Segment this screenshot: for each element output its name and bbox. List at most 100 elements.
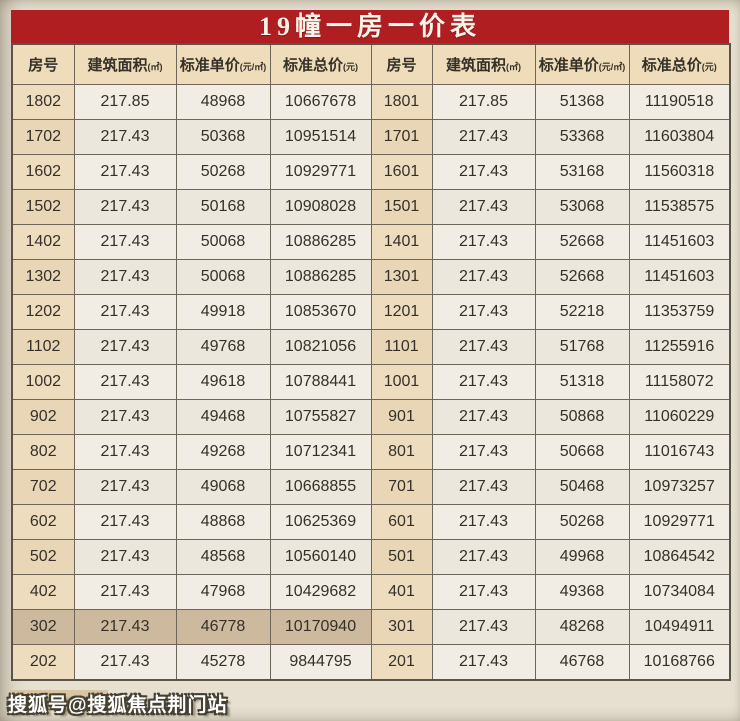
room-number-cell: 802 (11, 434, 75, 470)
header-cell: 房号 (11, 43, 75, 85)
value-cell: 217.43 (73, 574, 177, 610)
value-cell: 46778 (175, 609, 271, 645)
value-cell: 50268 (175, 154, 271, 190)
price-table: 房号 建筑面积(㎡) 标准单价(元/㎡) 标准总价(元) 房号 建筑面积(㎡) 标准单价(元… (11, 43, 731, 681)
value-cell: 48568 (175, 539, 271, 575)
value-cell: 217.43 (73, 399, 177, 435)
value-cell: 11353759 (628, 294, 731, 330)
header-cell: 标准单价(元/㎡) (175, 43, 271, 85)
value-cell: 217.43 (73, 364, 177, 400)
value-cell: 50168 (175, 189, 271, 225)
value-cell: 48868 (175, 504, 271, 540)
value-cell: 217.85 (431, 84, 536, 120)
value-cell: 217.43 (73, 119, 177, 155)
header-label: 标准总价 (282, 57, 343, 74)
table-row: 1702 217.43 50368 10951514 1701 217.43 53368 11… (11, 119, 731, 155)
value-cell: 48268 (534, 609, 630, 645)
header-cell: 标准总价(元) (628, 43, 731, 85)
value-cell: 47968 (175, 574, 271, 610)
title-banner: 19幢一房一价表 (11, 10, 729, 43)
value-cell: 217.43 (431, 154, 536, 190)
value-cell: 217.43 (431, 469, 536, 505)
value-cell: 10951514 (269, 119, 372, 155)
value-cell: 10494911 (628, 609, 731, 645)
value-cell: 50868 (534, 399, 630, 435)
value-cell: 217.43 (431, 329, 536, 365)
header-cell: 标准单价(元/㎡) (534, 43, 630, 85)
header-unit: (㎡) (506, 62, 521, 72)
header-label: 标准单价 (538, 57, 599, 74)
value-cell: 11560318 (628, 154, 731, 190)
table-row: 402 217.43 47968 10429682 401 217.43 49368 1073… (11, 574, 731, 610)
room-number-cell: 902 (11, 399, 75, 435)
value-cell: 53368 (534, 119, 630, 155)
value-cell: 10929771 (269, 154, 372, 190)
header-cell: 房号 (370, 43, 433, 85)
value-cell: 217.43 (73, 434, 177, 470)
value-cell: 10886285 (269, 224, 372, 260)
room-number-cell: 1002 (11, 364, 75, 400)
value-cell: 52218 (534, 294, 630, 330)
room-number-cell: 1402 (11, 224, 75, 260)
room-number-cell: 1202 (11, 294, 75, 330)
room-number-cell: 901 (370, 399, 433, 435)
value-cell: 217.43 (431, 609, 536, 645)
value-cell: 10973257 (628, 469, 731, 505)
value-cell: 49468 (175, 399, 271, 435)
value-cell: 11451603 (628, 224, 731, 260)
room-number-cell: 1001 (370, 364, 433, 400)
header-label: 建筑面积 (445, 57, 506, 74)
header-label: 标准总价 (641, 57, 702, 74)
value-cell: 217.43 (431, 504, 536, 540)
table-row: 202 217.43 45278 9844795 201 217.43 46768 10168… (11, 644, 731, 681)
table-row: 1102 217.43 49768 10821056 1101 217.43 51768 11… (11, 329, 731, 365)
table-row: 1002 217.43 49618 10788441 1001 217.43 51318 11… (11, 364, 731, 400)
value-cell: 217.43 (431, 119, 536, 155)
table-row: 302 217.43 46778 10170940 301 217.43 48268 1049… (11, 609, 731, 645)
header-unit: (元) (701, 62, 717, 72)
value-cell: 51368 (534, 84, 630, 120)
room-number-cell: 1501 (370, 189, 433, 225)
value-cell: 10821056 (269, 329, 372, 365)
value-cell: 53068 (534, 189, 630, 225)
room-number-cell: 701 (370, 469, 433, 505)
room-number-cell: 501 (370, 539, 433, 575)
room-number-cell: 1102 (11, 329, 75, 365)
room-number-cell: 801 (370, 434, 433, 470)
watermark-box (10, 690, 108, 711)
value-cell: 11060229 (628, 399, 731, 435)
page-title: 19幢一房一价表 (258, 11, 481, 41)
value-cell: 217.43 (431, 364, 536, 400)
room-number-cell: 702 (11, 469, 75, 505)
value-cell: 217.43 (73, 189, 177, 225)
value-cell: 217.43 (73, 539, 177, 575)
room-number-cell: 1201 (370, 294, 433, 330)
room-number-cell: 1802 (11, 84, 75, 120)
value-cell: 49268 (175, 434, 271, 470)
table-row: 602 217.43 48868 10625369 601 217.43 50268 1092… (11, 504, 731, 540)
value-cell: 217.43 (431, 259, 536, 295)
room-number-cell: 602 (11, 504, 75, 540)
room-number-cell: 301 (370, 609, 433, 645)
value-cell: 217.43 (431, 644, 536, 681)
header-label: 建筑面积 (87, 57, 148, 74)
value-cell: 9844795 (269, 644, 372, 681)
header-cell: 建筑面积(㎡) (431, 43, 536, 85)
room-number-cell: 1502 (11, 189, 75, 225)
value-cell: 49918 (175, 294, 271, 330)
table-row: 802 217.43 49268 10712341 801 217.43 50668 1101… (11, 434, 731, 470)
room-number-cell: 1301 (370, 259, 433, 295)
value-cell: 52668 (534, 259, 630, 295)
header-label: 房号 (386, 57, 417, 74)
value-cell: 10170940 (269, 609, 372, 645)
header-unit: (元/㎡) (598, 62, 626, 72)
value-cell: 217.43 (431, 224, 536, 260)
value-cell: 217.43 (73, 294, 177, 330)
table-row: 1302 217.43 50068 10886285 1301 217.43 52668 11… (11, 259, 731, 295)
header-cell: 标准总价(元) (269, 43, 372, 85)
value-cell: 50468 (534, 469, 630, 505)
value-cell: 49768 (175, 329, 271, 365)
room-number-cell: 201 (370, 644, 433, 681)
value-cell: 53168 (534, 154, 630, 190)
table-row: 1802 217.85 48968 10667678 1801 217.85 51368 11… (11, 84, 731, 120)
